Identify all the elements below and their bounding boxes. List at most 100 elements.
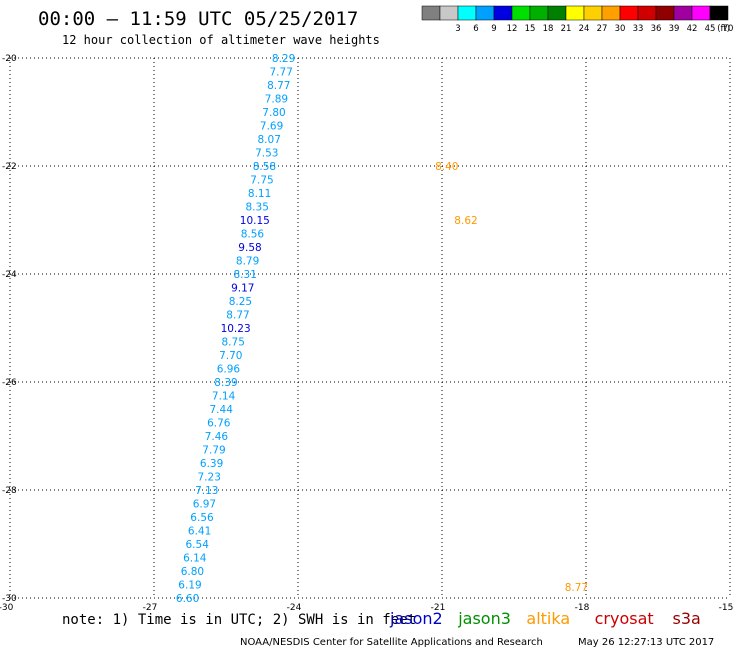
swh-value: 7.46 [205,431,229,443]
swh-value: 6.39 [200,458,223,470]
swh-value: 8.58 [253,161,276,173]
swh-value: 6.54 [186,539,210,551]
swh-value: 6.96 [217,364,241,376]
chart-subtitle: 12 hour collection of altimeter wave hei… [62,33,380,47]
swh-value: 8.56 [241,229,265,241]
data-points: 8.297.778.777.897.807.698.077.538.587.75… [176,53,588,605]
legend-label: 30 [615,24,626,34]
legend-swatch [565,5,585,21]
x-tick-label: -27 [143,603,158,613]
swh-value: 6.14 [183,553,207,565]
legend-label: 15 [525,24,536,34]
y-tick-label: -30 [2,594,17,604]
swh-value: 8.40 [435,161,458,173]
x-tick-label: -15 [719,603,734,613]
legend-swatch [691,5,711,21]
swh-value: 6.76 [207,418,231,430]
footer-timestamp: May 26 12:27:13 UTC 2017 [578,637,714,648]
y-tick-label: -24 [2,270,17,280]
satellite-cryosat: cryosat [595,609,654,628]
swh-value: 6.41 [188,526,211,538]
satellite-altika: altika [526,609,570,628]
y-tick-label: -22 [2,162,17,172]
legend-label: 21 [561,24,572,34]
swh-value: 7.80 [262,107,285,119]
swh-value: 7.69 [260,121,283,133]
chart-title: 00:00 – 11:59 UTC 05/25/2017 [38,8,358,30]
swh-value: 8.75 [222,337,245,349]
legend-swatch [619,5,639,21]
legend-swatch [709,5,729,21]
legend-swatch [493,5,513,21]
legend-label: 42 [687,24,698,34]
swh-value: 6.60 [176,593,199,605]
legend-swatch [655,5,675,21]
legend-unit: (ft) [717,24,730,34]
legend-label: 18 [543,24,554,34]
legend-label: 12 [507,24,518,34]
legend-label: 36 [651,24,662,34]
legend-swatch [457,5,477,21]
swh-value: 8.77 [267,80,290,92]
legend-swatch [547,5,567,21]
swh-value: 7.75 [250,175,273,187]
legend-swatch [583,5,603,21]
footer-credit: NOAA/NESDIS Center for Satellite Applica… [240,637,543,648]
swh-value: 6.19 [178,580,201,592]
legend-label: 24 [579,24,590,34]
swh-value: 8.77 [226,310,249,322]
swh-value: 9.17 [231,283,254,295]
note-text: note: 1) Time is in UTC; 2) SWH is in fe… [62,612,416,628]
legend-label: 6 [473,24,478,34]
swh-value: 7.14 [212,391,236,403]
legend-label: 45 [705,24,716,34]
swh-value: 7.44 [210,404,234,416]
legend-swatch [601,5,621,21]
x-tick-label: -18 [575,603,590,613]
swh-value: 8.77 [565,582,588,594]
swh-value: 7.70 [219,350,242,362]
chart-axes: -30 -27 -24 -21 -18 -15 -20 -22 -24 -26 -28 -30 [0,54,733,613]
swh-value: 8.29 [272,53,295,65]
y-tick-label: -28 [2,486,17,496]
swh-value: 7.53 [255,148,278,160]
x-tick-label: -30 [0,603,14,613]
satellite-jason2: jason2 [389,609,443,628]
swh-value: 7.77 [270,67,293,79]
chart-grid [9,57,731,599]
swh-value: 6.80 [181,566,204,578]
x-tick-label: -21 [431,603,446,613]
satellite-jason3: jason3 [457,609,511,628]
swh-value: 8.11 [248,188,271,200]
swh-value: 6.56 [190,512,214,524]
swh-value: 7.89 [265,94,288,106]
legend-swatch [637,5,657,21]
swh-value: 10.23 [221,323,251,335]
x-tick-label: -24 [287,603,302,613]
legend-label: 3 [455,24,460,34]
color-legend: 3 6 9 12 15 18 21 24 27 30 33 36 39 42 45 70(ft) [421,5,734,34]
swh-value: 8.25 [229,296,252,308]
legend-swatch [439,5,459,21]
swh-value: 7.23 [198,472,221,484]
swh-value: 8.62 [454,215,477,227]
swh-value: 8.35 [246,202,269,214]
swh-value: 8.79 [236,256,259,268]
legend-label: 33 [633,24,644,34]
swh-value: 9.58 [238,242,261,254]
legend-swatch [673,5,693,21]
legend-swatch [421,5,441,21]
swh-value: 7.13 [195,485,218,497]
legend-label: 70 [723,24,734,34]
swh-value: 8.39 [214,377,237,389]
satellite-legend: jason2 jason3 altika cryosat s3a [389,609,701,628]
legend-label: 9 [491,24,496,34]
swh-value: 10.15 [240,215,270,227]
swh-value: 8.31 [234,269,257,281]
legend-label: 39 [669,24,680,34]
swh-value: 8.07 [258,134,281,146]
swh-value: 6.97 [193,499,216,511]
y-tick-label: -26 [2,378,17,388]
